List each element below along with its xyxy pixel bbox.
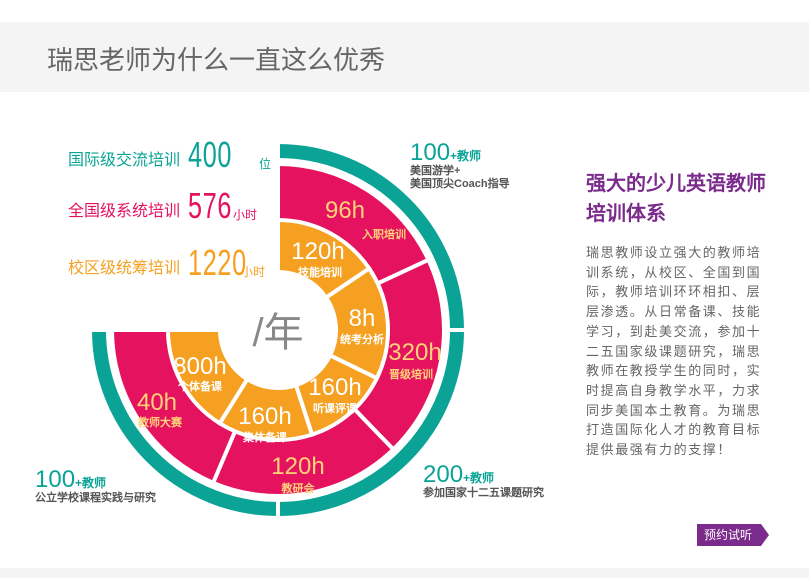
page-title: 瑞思老师为什么一直这么优秀: [47, 46, 386, 76]
section-header: 瑞思老师为什么一直这么优秀: [0, 22, 809, 92]
teacher-description: 公立学校课程实践与研究: [35, 490, 156, 504]
segment-value: 160h: [308, 374, 361, 401]
stat-label: 国际级交流培训: [67, 150, 180, 169]
segment-value: 160h: [238, 403, 291, 430]
stat-national: 全国级系统培训 576 小时: [30, 185, 280, 227]
stat-international: 国际级交流培训 400 位: [30, 134, 280, 176]
segment-label: 集体备课: [242, 430, 288, 444]
stat-unit: 位: [259, 157, 272, 171]
segment-value: 96h: [325, 197, 365, 224]
teacher-count: 200: [423, 461, 463, 488]
segment-label: 入职培训: [362, 227, 406, 241]
orange-ring-segment: [165, 328, 251, 427]
side-title: 强大的少儿英语教师培训体系: [586, 171, 766, 225]
teacher-count: 100: [410, 139, 450, 166]
segment-value: 120h: [291, 238, 344, 265]
stat-label: 校区级统筹培训: [67, 258, 180, 277]
segment-value: 8h: [349, 305, 376, 332]
segment-value: 800h: [173, 353, 226, 380]
teacher-description: 参加国家十二五课题研究: [423, 485, 544, 499]
side-description: 瑞思教师设立强大的教师培训系统，从校区、全国到国际，教师培训环环相扣、层层渗透。…: [586, 246, 762, 459]
stat-value: 576: [188, 185, 233, 226]
stat-value: 1220: [188, 242, 247, 283]
center-label: /年: [252, 311, 303, 355]
segment-label: 教师大赛: [137, 415, 183, 429]
stat-campus: 校区级统筹培训 1220 小时: [30, 242, 280, 284]
segment-label: 教研会: [281, 481, 316, 495]
teacher-count: 100: [35, 466, 75, 493]
teacher-description: 美国游学+: [410, 163, 460, 177]
segment-label: 听课评课: [313, 401, 358, 415]
segment-value: 320h: [388, 339, 441, 366]
stat-unit: 小时: [233, 208, 258, 222]
teacher-description: 美国顶尖Coach指导: [410, 176, 510, 190]
segment-value: 120h: [271, 453, 324, 480]
stat-value: 400: [188, 134, 233, 175]
footer-bar: [0, 568, 809, 578]
segment-label: 晋级培训: [389, 367, 433, 381]
teacher-suffix: +教师: [75, 475, 106, 490]
stat-unit: 小时: [241, 265, 266, 279]
teacher-suffix: +教师: [463, 470, 494, 485]
segment-label: 个体备课: [177, 379, 223, 393]
segment-label: 统考分析: [340, 332, 384, 346]
teacher-suffix: +教师: [450, 148, 481, 163]
segment-label: 技能培训: [298, 265, 342, 279]
segment-value: 40h: [137, 389, 177, 416]
stat-label: 全国级系统培训: [67, 201, 180, 220]
teal-ring-segment: [87, 328, 280, 521]
book-trial-button[interactable]: 预约试听: [697, 524, 769, 546]
